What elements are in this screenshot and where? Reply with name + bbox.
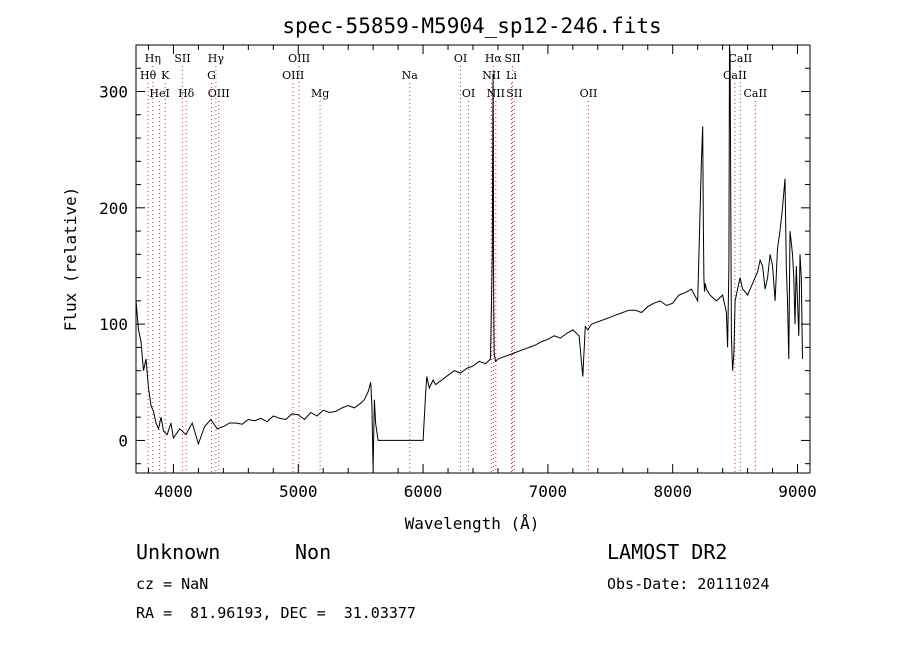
x-tick-label: 9000 (778, 482, 817, 501)
emission-line-label: OII (580, 87, 598, 100)
axis-ticks: 4000 5000 6000 7000 8000 9000 0 100 200 300 (99, 44, 817, 501)
emission-line-label: K (161, 69, 170, 82)
emission-line-label: OI (454, 52, 467, 65)
emission-line-label: CaII (723, 69, 747, 82)
x-tick-label: 4000 (154, 482, 193, 501)
x-tick-label: 8000 (653, 482, 692, 501)
emission-line-label: Hθ (140, 69, 157, 82)
y-tick-label: 200 (99, 199, 128, 218)
emission-line-label: HeI (149, 87, 169, 100)
emission-line-label: NII (482, 69, 500, 82)
x-tick-label: 6000 (404, 482, 443, 501)
emission-line-label: Hγ (208, 52, 225, 65)
emission-line-label: Mg (311, 87, 329, 100)
emission-line-label: OI (462, 87, 475, 100)
emission-line-label: SII (504, 52, 520, 65)
emission-line-label: CaII (743, 87, 767, 100)
object-class: Unknown (136, 540, 221, 564)
y-tick-label: 0 (118, 431, 128, 450)
emission-line-label: Na (402, 69, 419, 82)
redshift-cz: cz = NaN (136, 575, 209, 593)
survey-name: LAMOST DR2 (607, 540, 728, 564)
y-tick-label: 100 (99, 315, 128, 334)
y-axis-label: Flux (relative) (61, 187, 80, 332)
spectrum-series-line (135, 44, 803, 470)
emission-line-label: G (207, 69, 216, 82)
emission-line-label: OIII (288, 52, 310, 65)
emission-line-label: SII (506, 87, 522, 100)
emission-line-label: OIII (208, 87, 230, 100)
emission-line-label: SII (174, 52, 190, 65)
x-tick-label: 5000 (279, 482, 318, 501)
y-tick-label: 300 (99, 83, 128, 102)
x-tick-label: 7000 (529, 482, 568, 501)
emission-line-label: Hα (485, 52, 503, 65)
emission-line-label: Li (506, 69, 517, 82)
x-axis-label: Wavelength (Å) (405, 514, 540, 533)
emission-line-label: OIII (282, 69, 304, 82)
object-subclass: Non (295, 540, 332, 564)
emission-line-label: Hδ (178, 87, 195, 100)
emission-line-label: NII (487, 87, 505, 100)
coordinates: RA = 81.96193, DEC = 31.03377 (136, 604, 416, 622)
emission-line-label: CaII (729, 52, 753, 65)
chart-title: spec-55859-M5904_sp12-246.fits (282, 14, 661, 38)
emission-line-label: Hη (145, 52, 161, 65)
plot-frame (135, 44, 811, 474)
observation-date: Obs-Date: 20111024 (607, 575, 770, 593)
